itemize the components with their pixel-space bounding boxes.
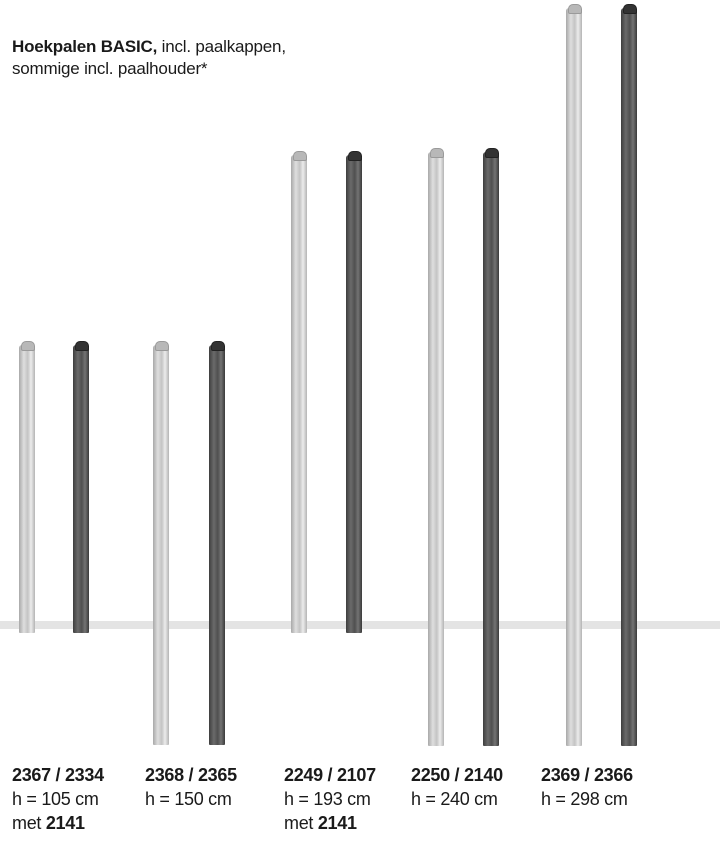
post-2369-light	[566, 4, 582, 746]
product-extra-code: 2141	[317, 813, 357, 833]
heading-line2: sommige incl. paalhouder*	[12, 59, 208, 78]
post-2366-dark	[621, 4, 637, 746]
product-height: h = 150 cm	[145, 789, 232, 809]
heading-line1-rest: incl. paalkappen,	[157, 37, 286, 56]
product-label-2369-2366: 2369 / 2366 h = 298 cm	[541, 763, 633, 811]
post-2365-dark	[209, 341, 225, 745]
post-2334-dark	[73, 341, 89, 633]
product-extra-code: 2141	[45, 813, 85, 833]
product-extra: met 2141	[284, 813, 357, 833]
post-2250-light	[428, 148, 444, 746]
product-code: 2249 / 2107	[284, 765, 376, 785]
post-2368-light	[153, 341, 169, 745]
post-2140-dark	[483, 148, 499, 746]
product-label-2367-2334: 2367 / 2334 h = 105 cm met 2141	[12, 763, 104, 835]
heading-bold-title: Hoekpalen BASIC,	[12, 37, 158, 56]
post-2107-dark	[346, 151, 362, 633]
product-height: h = 298 cm	[541, 789, 628, 809]
product-label-2249-2107: 2249 / 2107 h = 193 cm met 2141	[284, 763, 376, 835]
post-2367-light	[19, 341, 35, 633]
product-height: h = 193 cm	[284, 789, 371, 809]
product-label-2368-2365: 2368 / 2365 h = 150 cm	[145, 763, 237, 811]
post-2249-light	[291, 151, 307, 633]
product-label-2250-2140: 2250 / 2140 h = 240 cm	[411, 763, 503, 811]
product-height: h = 240 cm	[411, 789, 498, 809]
product-extra: met 2141	[12, 813, 85, 833]
product-code: 2250 / 2140	[411, 765, 503, 785]
page-heading: Hoekpalen BASIC, incl. paalkappen, sommi…	[12, 36, 286, 80]
product-code: 2368 / 2365	[145, 765, 237, 785]
product-code: 2367 / 2334	[12, 765, 104, 785]
product-code: 2369 / 2366	[541, 765, 633, 785]
product-height: h = 105 cm	[12, 789, 99, 809]
